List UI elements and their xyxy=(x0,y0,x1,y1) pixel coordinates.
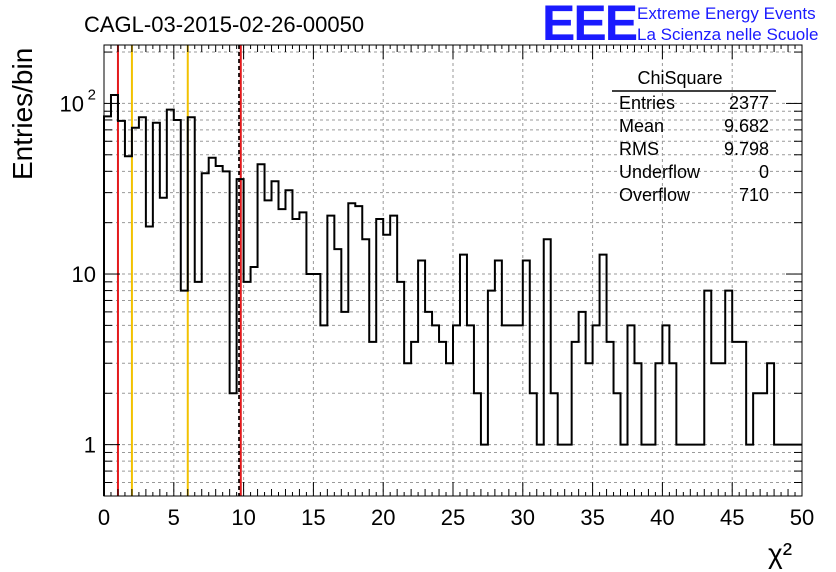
x-tick-label: 5 xyxy=(168,505,180,530)
y-tick-label: 10 xyxy=(72,262,96,287)
x-tick-label: 10 xyxy=(231,505,255,530)
stats-value: 710 xyxy=(739,185,769,205)
x-tick-label: 15 xyxy=(301,505,325,530)
eee-logo-line1: Extreme Energy Events xyxy=(637,4,816,23)
x-axis-label: χ² xyxy=(768,538,792,569)
x-axis: 0 5 10 15 20 25 30 35 40 45 50 xyxy=(98,45,814,530)
stats-key: Overflow xyxy=(619,185,691,205)
x-tick-label: 35 xyxy=(580,505,604,530)
stats-value: 0 xyxy=(759,162,769,182)
stats-key: Entries xyxy=(619,93,675,113)
y-axis-label: Entries/bin xyxy=(7,48,38,180)
x-tick-label: 50 xyxy=(790,505,814,530)
stats-key: Mean xyxy=(619,116,664,136)
marker-lines xyxy=(116,45,242,496)
stats-value: 9.682 xyxy=(724,116,769,136)
eee-logo: EEE Extreme Energy Events La Scienza nel… xyxy=(542,0,818,51)
eee-logo-mark: EEE xyxy=(542,0,637,51)
stats-title: ChiSquare xyxy=(637,68,722,88)
y-tick-label: 10 xyxy=(60,91,84,116)
stats-value: 9.798 xyxy=(724,139,769,159)
x-tick-label: 40 xyxy=(650,505,674,530)
stats-value: 2377 xyxy=(729,93,769,113)
x-tick-label: 0 xyxy=(98,505,110,530)
y-tick-label: 1 xyxy=(84,433,96,458)
y-tick-label-exponent: 2 xyxy=(88,86,96,103)
stats-key: RMS xyxy=(619,139,659,159)
chart-title: CAGL-03-2015-02-26-00050 xyxy=(84,12,364,37)
x-tick-label: 25 xyxy=(441,505,465,530)
stats-box: ChiSquare Entries 2377 Mean 9.682 RMS 9.798 Un… xyxy=(612,68,776,205)
x-tick-label: 45 xyxy=(720,505,744,530)
stats-rows: Entries 2377 Mean 9.682 RMS 9.798 Underflow 0 Ov… xyxy=(619,93,769,205)
x-tick-label: 30 xyxy=(511,505,535,530)
eee-logo-line2: La Scienza nelle Scuole xyxy=(637,25,818,44)
stats-key: Underflow xyxy=(619,162,701,182)
histogram-series xyxy=(103,94,802,496)
grid xyxy=(104,45,802,496)
x-tick-label: 20 xyxy=(371,505,395,530)
